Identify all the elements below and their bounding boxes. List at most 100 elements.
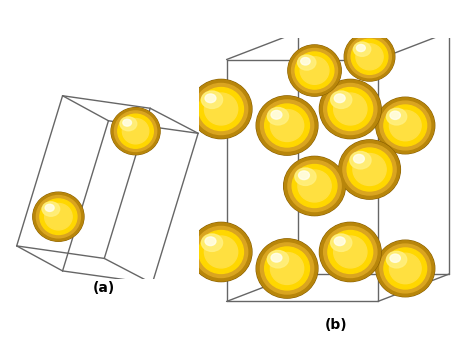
Ellipse shape — [33, 193, 83, 241]
Ellipse shape — [33, 192, 84, 241]
Ellipse shape — [260, 100, 314, 151]
Ellipse shape — [384, 105, 427, 146]
Ellipse shape — [380, 101, 431, 150]
Ellipse shape — [339, 140, 400, 198]
Ellipse shape — [190, 222, 252, 282]
Ellipse shape — [271, 110, 304, 141]
Ellipse shape — [264, 104, 310, 147]
Ellipse shape — [354, 154, 365, 163]
Ellipse shape — [347, 148, 392, 191]
Ellipse shape — [123, 119, 131, 126]
Ellipse shape — [324, 83, 377, 134]
Ellipse shape — [288, 46, 341, 96]
Ellipse shape — [267, 107, 289, 125]
Ellipse shape — [334, 94, 345, 103]
Ellipse shape — [348, 36, 392, 78]
Ellipse shape — [292, 48, 337, 93]
Ellipse shape — [356, 44, 365, 51]
Ellipse shape — [376, 98, 434, 153]
Ellipse shape — [380, 244, 431, 293]
Ellipse shape — [204, 236, 237, 268]
Ellipse shape — [257, 239, 317, 298]
Ellipse shape — [351, 39, 388, 74]
Ellipse shape — [339, 140, 401, 199]
Ellipse shape — [260, 243, 314, 294]
Ellipse shape — [111, 108, 160, 154]
Ellipse shape — [334, 236, 367, 268]
Ellipse shape — [288, 160, 341, 211]
Ellipse shape — [345, 33, 394, 80]
Text: (b): (b) — [325, 318, 348, 332]
Ellipse shape — [120, 117, 137, 131]
Ellipse shape — [334, 237, 345, 246]
Ellipse shape — [288, 45, 341, 96]
Ellipse shape — [271, 253, 282, 262]
Ellipse shape — [114, 111, 157, 152]
Ellipse shape — [356, 44, 383, 70]
Ellipse shape — [194, 83, 248, 134]
Ellipse shape — [390, 111, 401, 119]
Ellipse shape — [284, 157, 345, 215]
Ellipse shape — [205, 94, 216, 103]
Ellipse shape — [205, 237, 216, 246]
Ellipse shape — [201, 91, 223, 108]
Ellipse shape — [295, 52, 334, 89]
Ellipse shape — [257, 97, 317, 155]
Ellipse shape — [300, 57, 329, 84]
Ellipse shape — [353, 154, 386, 186]
Ellipse shape — [256, 239, 318, 298]
Ellipse shape — [190, 79, 252, 139]
Ellipse shape — [45, 203, 72, 230]
Ellipse shape — [331, 234, 352, 251]
Ellipse shape — [390, 253, 421, 284]
Ellipse shape — [271, 252, 304, 285]
Ellipse shape — [328, 231, 373, 273]
Ellipse shape — [376, 97, 435, 154]
Ellipse shape — [334, 93, 367, 125]
Ellipse shape — [298, 170, 331, 202]
Ellipse shape — [271, 110, 282, 119]
Ellipse shape — [386, 108, 407, 125]
Text: (a): (a) — [93, 281, 115, 295]
Ellipse shape — [301, 57, 310, 65]
Ellipse shape — [204, 93, 237, 125]
Ellipse shape — [350, 152, 371, 169]
Ellipse shape — [343, 144, 396, 195]
Ellipse shape — [324, 226, 377, 278]
Ellipse shape — [194, 226, 248, 278]
Ellipse shape — [295, 168, 316, 186]
Ellipse shape — [292, 164, 337, 208]
Ellipse shape — [331, 91, 352, 108]
Ellipse shape — [40, 199, 77, 234]
Ellipse shape — [191, 80, 251, 138]
Ellipse shape — [199, 231, 244, 273]
Ellipse shape — [42, 202, 60, 216]
Ellipse shape — [328, 88, 373, 131]
Ellipse shape — [376, 241, 434, 296]
Ellipse shape — [256, 96, 318, 155]
Ellipse shape — [45, 204, 54, 211]
Ellipse shape — [319, 79, 381, 139]
Ellipse shape — [267, 251, 289, 268]
Ellipse shape — [191, 223, 251, 281]
Ellipse shape — [354, 42, 371, 56]
Ellipse shape — [298, 55, 316, 70]
Ellipse shape — [320, 223, 381, 281]
Ellipse shape — [201, 234, 223, 251]
Ellipse shape — [344, 33, 395, 81]
Ellipse shape — [36, 196, 81, 238]
Ellipse shape — [390, 254, 401, 262]
Ellipse shape — [320, 80, 381, 138]
Ellipse shape — [384, 248, 427, 289]
Ellipse shape — [386, 251, 407, 268]
Ellipse shape — [118, 114, 153, 148]
Ellipse shape — [299, 171, 310, 180]
Ellipse shape — [111, 108, 160, 155]
Ellipse shape — [319, 222, 381, 282]
Ellipse shape — [199, 88, 244, 131]
Ellipse shape — [390, 110, 421, 141]
Ellipse shape — [376, 240, 435, 297]
Ellipse shape — [122, 119, 149, 144]
Ellipse shape — [264, 247, 310, 290]
Ellipse shape — [284, 156, 346, 216]
